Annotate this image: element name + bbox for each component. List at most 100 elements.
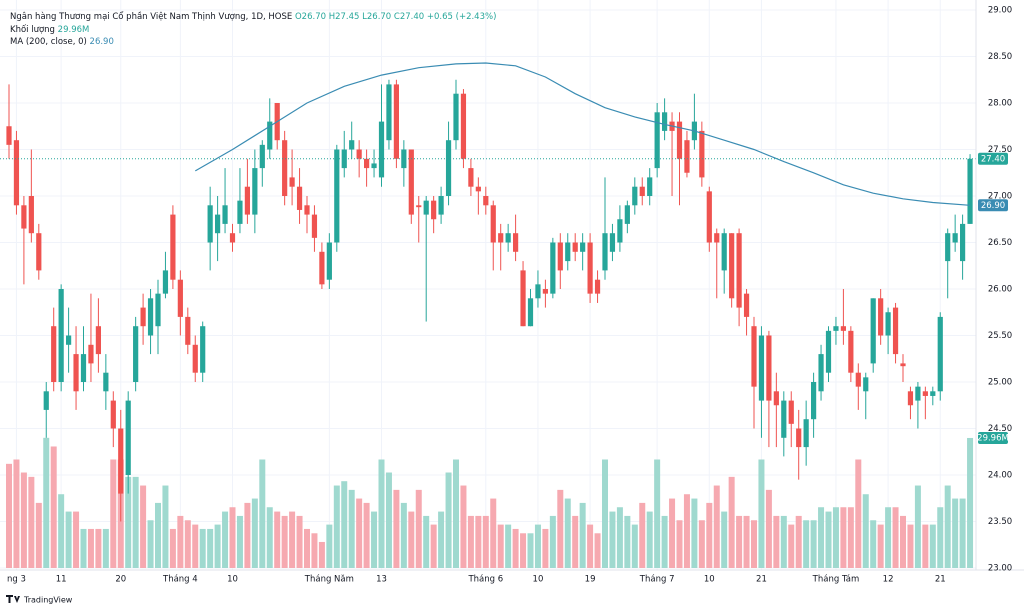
volume-bar: [430, 524, 437, 568]
candle-body: [66, 335, 72, 345]
candle-body: [289, 177, 295, 187]
volume-bar: [453, 459, 459, 568]
volume-bar: [512, 528, 519, 568]
candle-body: [960, 223, 966, 262]
volume-bar: [304, 528, 310, 568]
volume-bar: [892, 507, 899, 568]
volume-bar: [6, 463, 12, 568]
y-tick-label: 25.50: [988, 331, 1012, 341]
candle-body: [587, 242, 593, 294]
ma-legend-name: MA (200, close, 0): [10, 37, 87, 47]
candle-body: [617, 219, 623, 243]
volume-bar: [281, 515, 288, 568]
volume-bar: [87, 528, 94, 568]
candle-body: [952, 233, 958, 243]
y-tick-label: 25.00: [988, 378, 1012, 388]
candle-body: [706, 191, 712, 243]
y-tick-label: 23.00: [988, 564, 1012, 574]
volume-bar: [713, 485, 720, 568]
ohlc-legend: O26.70 H27.45 L26.70 C27.40 +0.65 (+2.43…: [295, 12, 496, 22]
candle-body: [170, 214, 176, 280]
volume-bar: [222, 511, 229, 568]
candle-body: [460, 93, 467, 159]
candle-body: [639, 186, 645, 196]
candle-body: [788, 400, 794, 424]
candle-body: [550, 242, 556, 294]
candle-body: [662, 112, 668, 131]
candle-body: [334, 149, 340, 243]
x-tick-label: 21: [756, 575, 767, 585]
candle-body: [125, 400, 131, 475]
x-tick-label: Tháng Tám: [812, 575, 860, 585]
candle-body: [311, 214, 318, 238]
volume-bar: [907, 524, 914, 568]
candle-body: [28, 196, 34, 234]
candle-body: [818, 354, 824, 392]
candle-body: [878, 298, 884, 336]
brand-name: TradingView: [23, 596, 73, 605]
candle-body: [937, 316, 943, 392]
x-tick-label: 21: [935, 575, 946, 585]
volume-bar: [944, 485, 951, 568]
y-tick-label: 28.00: [988, 99, 1012, 109]
candle-body: [609, 233, 616, 252]
volume-bar: [251, 498, 258, 568]
volume-bar: [765, 489, 772, 568]
price-tag: [978, 431, 1008, 444]
volume-bar: [214, 524, 221, 568]
candle-body: [326, 242, 332, 280]
volume-bar: [594, 533, 601, 568]
x-tick-label: Tháng 4: [162, 575, 198, 585]
volume-bar: [259, 459, 266, 568]
volume-bar: [423, 515, 430, 568]
volume-bar: [289, 511, 296, 568]
volume-bar: [579, 502, 586, 568]
volume-bar: [818, 507, 825, 568]
volume-bar: [706, 502, 713, 568]
volume-bar: [937, 507, 944, 568]
candle-body: [349, 140, 355, 150]
volume-bar: [155, 502, 161, 568]
candle-body: [602, 233, 608, 271]
volume-layer: [6, 437, 974, 568]
volume-bar: [505, 524, 512, 568]
volume-bar: [654, 459, 661, 568]
volume-bar: [311, 533, 318, 568]
x-tick-label: 10: [533, 575, 544, 585]
x-tick-label: Tháng Năm: [304, 575, 354, 585]
candle-body: [632, 186, 638, 206]
candle-body: [73, 354, 79, 392]
volume-legend-name: Khối lượng: [10, 24, 55, 35]
y-tick-label: 26.00: [988, 285, 1012, 295]
volume-bar: [415, 489, 422, 568]
y-tick-label: 23.50: [988, 517, 1012, 527]
x-tick-label: 10: [704, 575, 715, 585]
candle-body: [133, 326, 139, 382]
volume-bar: [296, 515, 303, 568]
volume-bar: [847, 507, 854, 568]
candle-body: [833, 326, 839, 331]
volume-bar: [236, 515, 243, 568]
volume-bar: [646, 511, 653, 568]
candle-body: [319, 251, 325, 285]
volume-bar: [810, 520, 817, 568]
candle-body: [781, 400, 787, 438]
volume-bar: [669, 498, 676, 568]
candle-body: [43, 391, 49, 410]
candle-body: [21, 205, 27, 229]
volume-bar: [631, 524, 638, 568]
candle-body: [192, 344, 198, 373]
ma-line: [195, 62, 971, 206]
volume-bar: [885, 507, 892, 568]
volume-bar: [177, 515, 184, 568]
volume-bar: [333, 485, 340, 568]
candle-body: [215, 214, 221, 234]
candle-body: [475, 186, 481, 192]
volume-bar: [95, 528, 102, 568]
candle-body: [796, 428, 802, 448]
volume-bar: [557, 489, 564, 568]
volume-bar: [132, 476, 139, 568]
volume-bar: [788, 524, 795, 568]
volume-bar: [572, 515, 579, 568]
